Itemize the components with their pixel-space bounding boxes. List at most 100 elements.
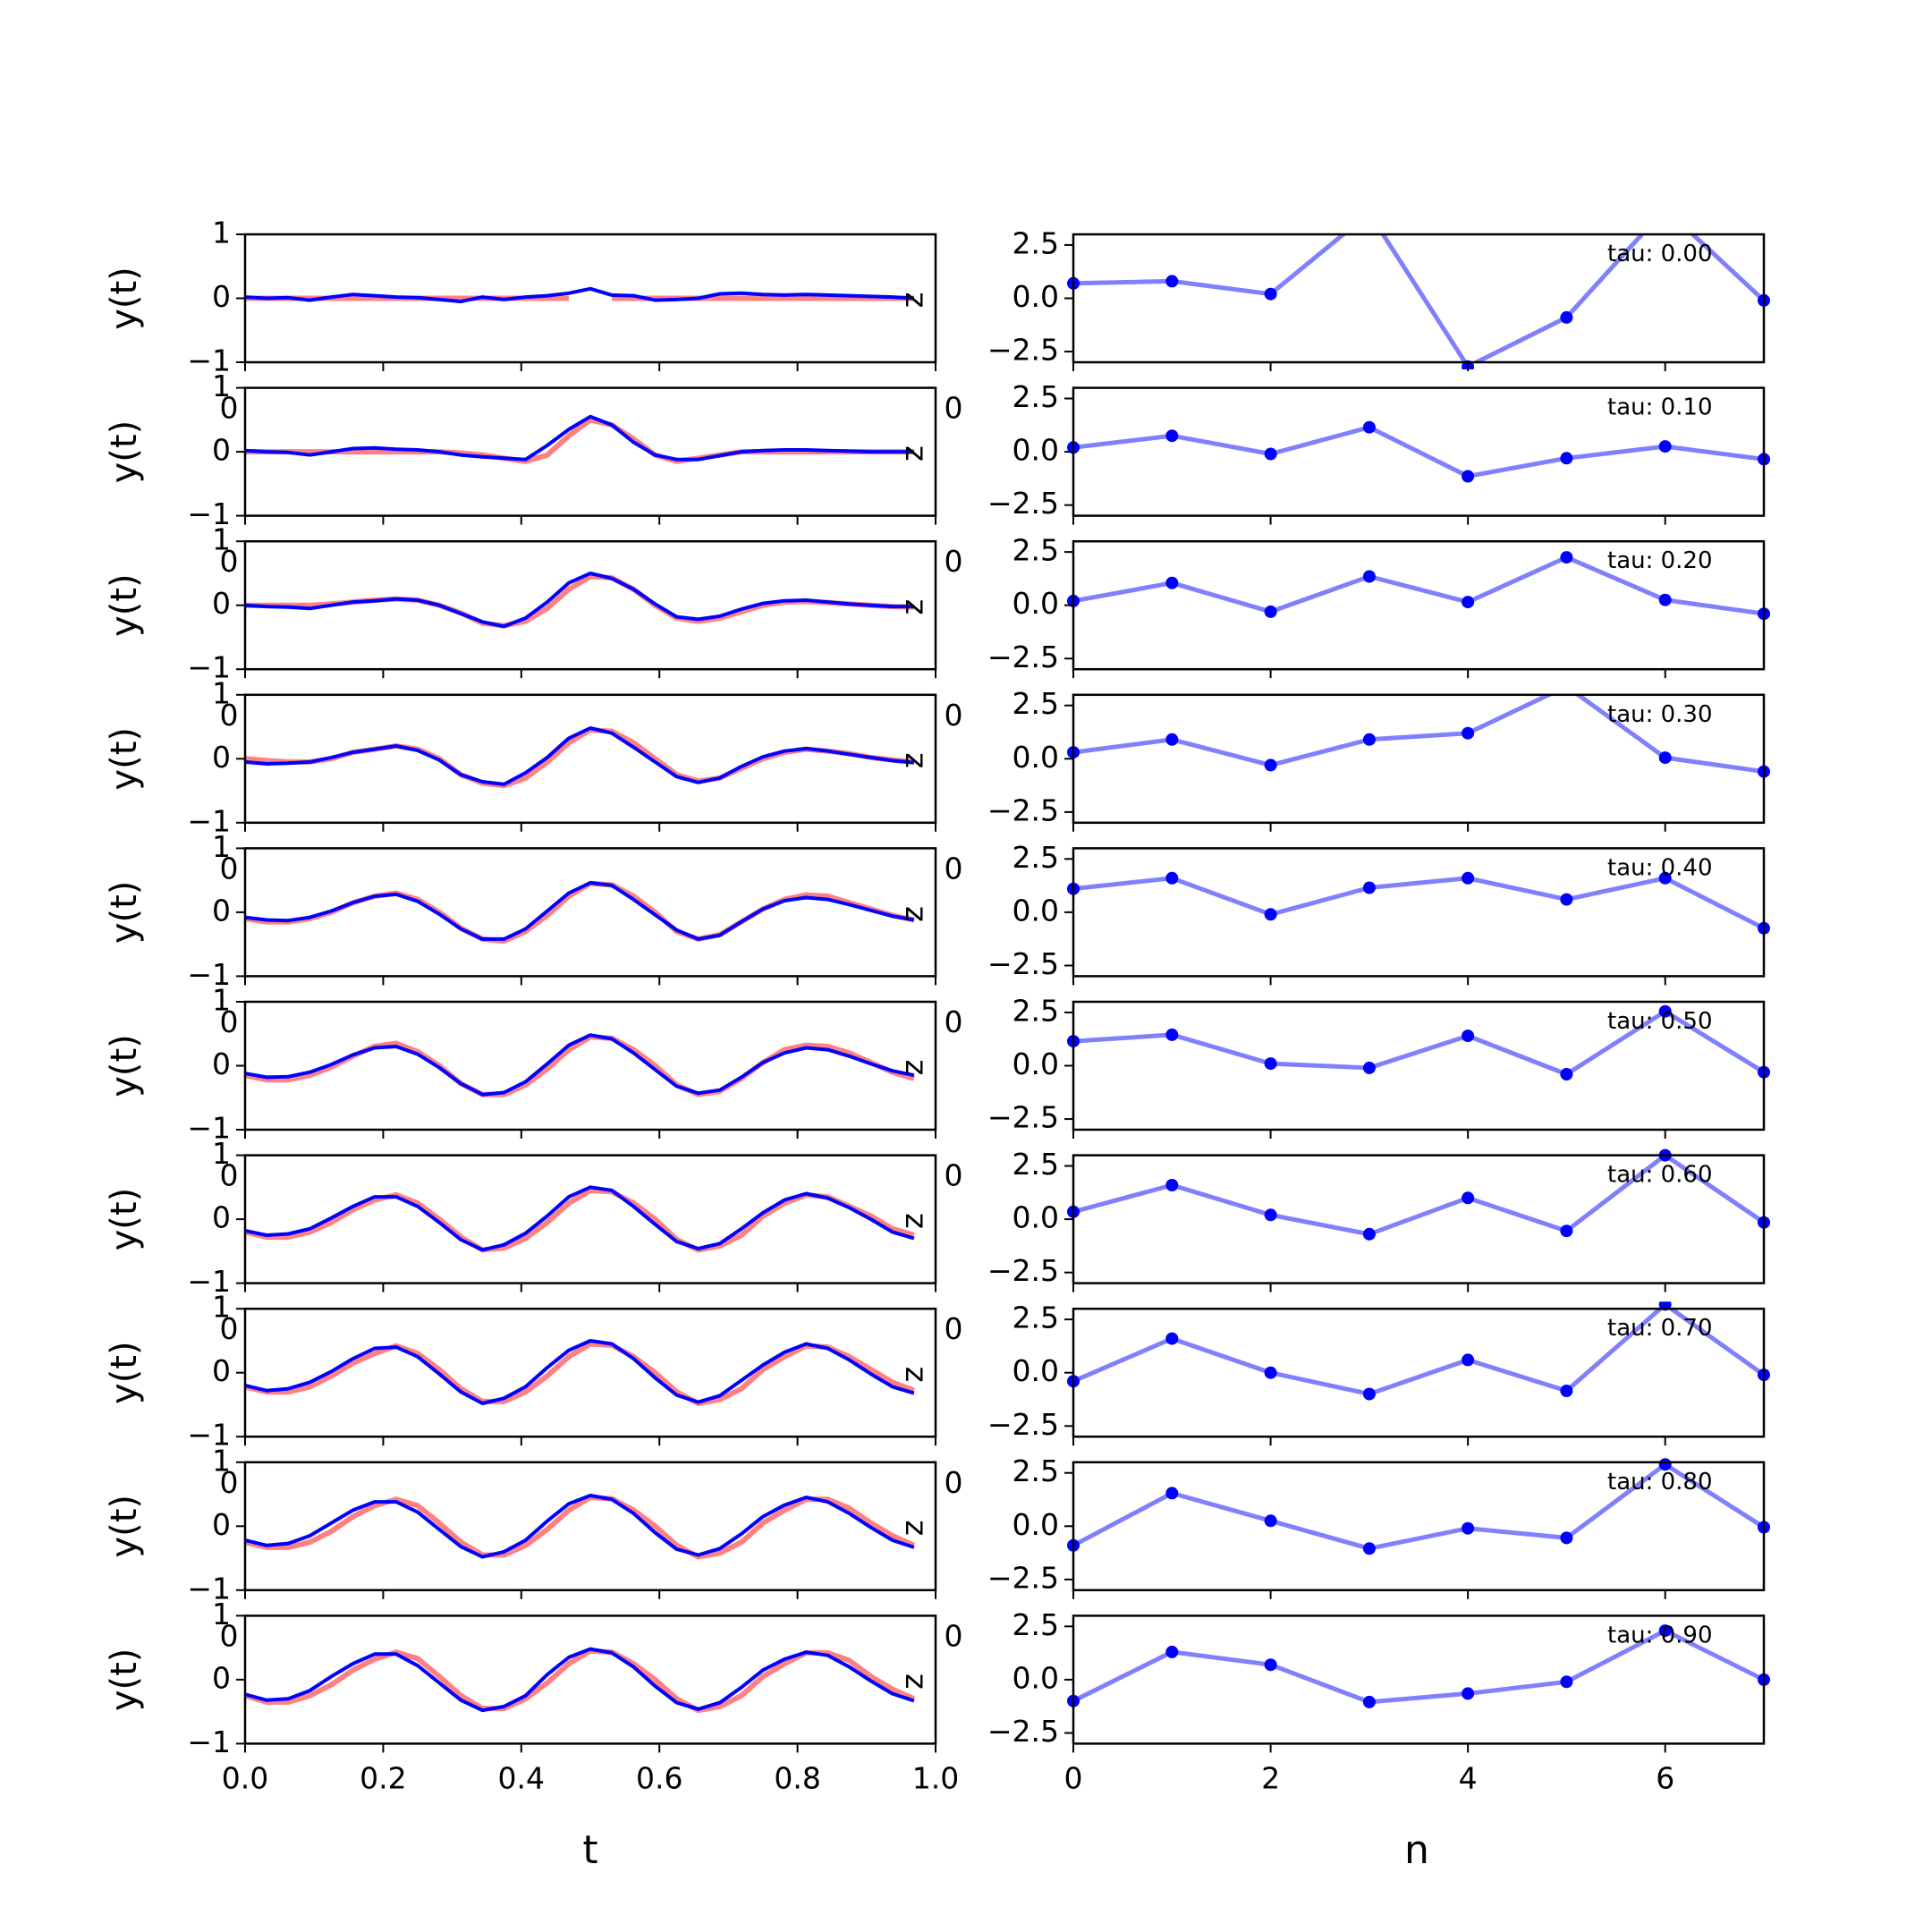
coefficient-point bbox=[1165, 429, 1179, 443]
y-tick-label: 0 bbox=[212, 1200, 231, 1235]
y-tick-label: −2.5 bbox=[987, 1100, 1059, 1135]
y-tick-label: −1 bbox=[187, 803, 231, 838]
y-tick-label: 2.5 bbox=[1013, 840, 1059, 875]
y-tick-label: −1 bbox=[187, 1571, 231, 1606]
coefficient-panel: tau: 0.90 −2.5 0.0 2.5 0 2 4 6 bbox=[987, 1607, 1770, 1795]
coefficient-point bbox=[1462, 871, 1475, 885]
overlap-zero-label: 0 bbox=[220, 1618, 239, 1653]
coefficient-point bbox=[1165, 733, 1179, 746]
x-tick-label: 4 bbox=[1459, 1760, 1478, 1795]
coefficient-point bbox=[1264, 758, 1277, 772]
y-tick-label: −2.5 bbox=[987, 1714, 1059, 1749]
coefficient-point bbox=[1462, 1353, 1475, 1367]
true-signal-line bbox=[245, 1341, 915, 1406]
overlap-zero-label: 0 bbox=[945, 544, 963, 579]
coefficient-point bbox=[1165, 1332, 1179, 1345]
coefficient-point bbox=[1165, 871, 1179, 885]
y-tick-label: −1 bbox=[187, 650, 231, 685]
stray-z-label: z bbox=[895, 292, 931, 309]
signal-axes-frame bbox=[243, 1154, 937, 1284]
stray-z-label: z bbox=[895, 1520, 931, 1536]
overlap-zero-label: 0 bbox=[945, 851, 963, 886]
tau-annotation: tau: 0.90 bbox=[1607, 1622, 1713, 1648]
y-tick-label: 2.5 bbox=[1013, 225, 1059, 260]
x-tick-label: 6 bbox=[1656, 1760, 1674, 1795]
y-axis-label: y(t) bbox=[104, 727, 145, 791]
signal-axes-frame bbox=[243, 1461, 937, 1592]
x-tick-label: 2 bbox=[1261, 1760, 1280, 1795]
coefficient-point bbox=[1165, 1645, 1179, 1658]
overlap-zero-label: 0 bbox=[220, 851, 239, 886]
overlap-zero-label: 0 bbox=[945, 1465, 963, 1500]
y-tick-label: 2.5 bbox=[1013, 1147, 1059, 1182]
x-tick-label: 0 bbox=[1064, 1760, 1083, 1795]
y-tick-label: 0.0 bbox=[1013, 740, 1059, 775]
reconstruction-line bbox=[245, 572, 914, 629]
stray-z-label: z bbox=[895, 1213, 931, 1229]
tau-annotation: tau: 0.50 bbox=[1607, 1008, 1713, 1035]
coefficient-point bbox=[1264, 287, 1277, 301]
true-signal-line bbox=[245, 417, 914, 464]
coefficient-point bbox=[1165, 1487, 1179, 1500]
reconstruction-line bbox=[245, 1339, 915, 1405]
stray-z-label: z bbox=[895, 445, 931, 462]
signal-axes-frame bbox=[243, 1614, 937, 1745]
y-tick-label: −2.5 bbox=[987, 640, 1059, 674]
y-tick-label: 2.5 bbox=[1013, 1607, 1059, 1642]
y-tick-label: −1 bbox=[187, 1264, 231, 1299]
tau-annotation: tau: 0.70 bbox=[1607, 1315, 1713, 1342]
tau-annotation: tau: 0.10 bbox=[1607, 394, 1713, 421]
reconstruction-line bbox=[245, 1185, 915, 1252]
y-tick-label: 1 bbox=[212, 1136, 231, 1171]
coefficient-line bbox=[1073, 1309, 1764, 1396]
stray-z-label: z bbox=[895, 1367, 931, 1383]
signal-panel: z −1 0 1 y(t) bbox=[104, 216, 937, 378]
y-tick-label: 0 bbox=[212, 1046, 231, 1081]
x-tick-label: 0.2 bbox=[360, 1760, 406, 1795]
reconstruction-line bbox=[245, 1647, 915, 1713]
y-tick-label: 2.5 bbox=[1013, 686, 1059, 721]
overlap-zero-label: 0 bbox=[220, 698, 239, 733]
tau-annotation: tau: 0.40 bbox=[1607, 854, 1713, 881]
coefficient-point bbox=[1462, 1191, 1475, 1205]
coefficient-point bbox=[1658, 593, 1672, 606]
coefficient-panel: tau: 0.00 −2.5 0.0 2.5 bbox=[987, 225, 1770, 371]
coefficient-point bbox=[1264, 1208, 1277, 1222]
y-axis-label: y(t) bbox=[104, 1034, 145, 1097]
y-axis-label: y(t) bbox=[104, 1188, 145, 1251]
y-tick-label: −2.5 bbox=[987, 486, 1059, 521]
coefficient-point bbox=[1264, 1514, 1277, 1528]
true-signal-line bbox=[245, 1187, 915, 1253]
coefficient-point bbox=[1264, 1057, 1277, 1071]
reconstruction-line bbox=[245, 286, 915, 304]
stray-z-label: z bbox=[895, 1060, 931, 1076]
coefficient-point bbox=[1165, 275, 1179, 288]
coefficient-panel: tau: 0.80 −2.5 0.0 2.5 bbox=[987, 1453, 1770, 1599]
tau-annotation: tau: 0.00 bbox=[1607, 241, 1713, 267]
overlap-zero-label: 0 bbox=[945, 1158, 963, 1193]
stray-z-label: z bbox=[895, 752, 931, 768]
y-tick-label: 2.5 bbox=[1013, 993, 1059, 1028]
y-tick-label: 0.0 bbox=[1013, 586, 1059, 621]
y-tick-label: −2.5 bbox=[987, 333, 1059, 368]
coefficient-point bbox=[1462, 726, 1475, 740]
y-tick-label: −2.5 bbox=[987, 946, 1059, 981]
tau-annotation: tau: 0.60 bbox=[1607, 1162, 1713, 1189]
y-tick-label: 2.5 bbox=[1013, 1301, 1059, 1335]
coefficient-point bbox=[1560, 1068, 1573, 1080]
tau-annotation: tau: 0.20 bbox=[1607, 547, 1713, 574]
y-tick-label: 0.0 bbox=[1013, 433, 1059, 468]
overlap-zero-label: 0 bbox=[220, 391, 239, 426]
coefficient-line bbox=[1073, 1628, 1764, 1705]
y-tick-label: 0 bbox=[212, 433, 231, 468]
coefficient-point bbox=[1658, 871, 1672, 885]
y-tick-label: 2.5 bbox=[1013, 533, 1059, 568]
overlap-zero-label: 0 bbox=[220, 1004, 239, 1039]
true-signal-line bbox=[245, 1034, 915, 1097]
